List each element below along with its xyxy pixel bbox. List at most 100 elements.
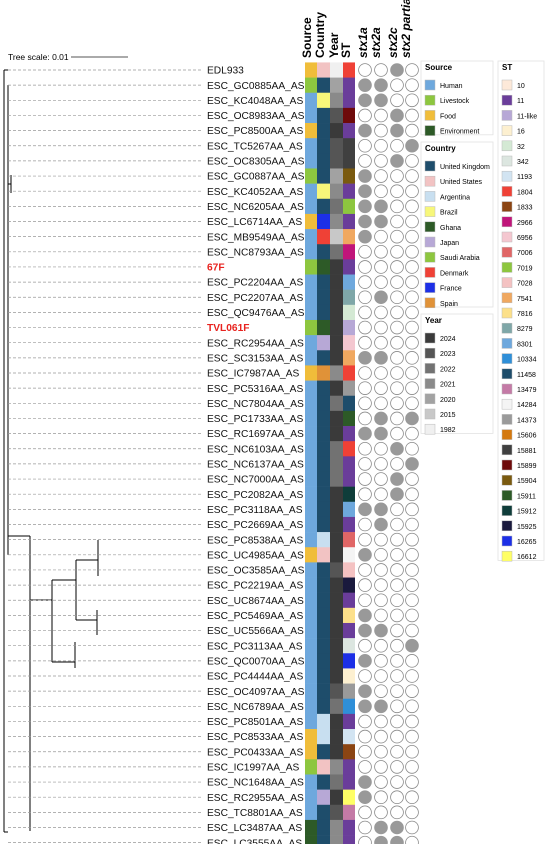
source-cell	[305, 410, 317, 427]
stx2a-presence-circle	[374, 532, 388, 547]
stx1a-presence-circle	[358, 654, 372, 668]
stx2a-presence-circle	[374, 169, 388, 183]
legend-source-swatch	[424, 79, 436, 91]
year-cell	[330, 653, 343, 669]
stx2c-presence-circle	[390, 138, 404, 153]
source-cell	[305, 577, 317, 593]
leaf-label: ESC_QC9476AA_AS	[207, 308, 305, 319]
stx2c-presence-circle	[390, 335, 404, 350]
stx2c-presence-circle	[390, 547, 404, 562]
stx1a-presence-circle	[358, 335, 372, 350]
legend-st-label: 16612	[517, 554, 537, 561]
leaf-label: ESC_PC2207AA_AS	[207, 293, 303, 304]
legend-st-swatch	[501, 459, 513, 471]
legend-st-label: 6956	[517, 235, 533, 242]
legend-source-label: Livestock	[440, 98, 470, 105]
legend-country-label: United Kingdom	[440, 164, 490, 171]
legend-st-swatch	[501, 368, 513, 380]
country-cell	[317, 774, 330, 790]
leaf-label: ESC_OC8983AA_AS	[207, 111, 305, 122]
legend-st-swatch	[501, 398, 513, 410]
year-cell	[330, 804, 343, 821]
leaf-label: ESC_MB9549AA_AS	[207, 232, 305, 243]
stx2a-presence-circle	[374, 654, 388, 668]
year-cell	[330, 835, 343, 844]
leaf-label: ESC_PC3118AA_AS	[207, 505, 303, 516]
source-cell	[305, 123, 317, 139]
stx2a-presence-circle	[374, 502, 388, 517]
stx2c-presence-circle	[390, 744, 404, 759]
stx2-partial-presence-circle	[405, 199, 419, 214]
leaf-label: TVL061F	[207, 323, 249, 334]
stx2c-presence-circle	[390, 593, 404, 608]
country-cell	[317, 804, 330, 821]
stx2-partial-presence-circle	[405, 472, 419, 486]
year-cell	[330, 547, 343, 563]
country-cell	[317, 395, 330, 412]
st-cell	[343, 198, 355, 215]
year-cell	[330, 456, 343, 472]
st-cell	[343, 92, 355, 109]
legend-st-label: 1833	[517, 205, 533, 212]
st-cell	[343, 350, 355, 366]
leaf-label: ESC_QC0070AA_AS	[207, 656, 305, 667]
stx2c-presence-circle	[390, 578, 404, 592]
legend-st-swatch	[501, 110, 513, 121]
source-cell	[305, 744, 317, 760]
source-cell	[305, 471, 317, 487]
stx2-partial-presence-circle	[405, 684, 419, 698]
stx2-partial-presence-circle	[405, 608, 419, 623]
leaf-label: ESC_TC5267AA_AS	[207, 141, 303, 152]
country-cell	[317, 304, 330, 321]
st-cell	[343, 123, 355, 139]
legend-st-swatch	[501, 246, 513, 258]
stx1a-presence-circle	[358, 108, 372, 123]
legend-st-swatch	[501, 125, 513, 136]
stx1a-presence-circle	[358, 63, 372, 77]
country-cell	[317, 365, 330, 381]
stx1a-presence-circle	[358, 805, 372, 820]
stx2a-presence-circle	[374, 714, 388, 729]
stx1a-presence-circle	[358, 563, 372, 577]
stx2c-presence-circle	[390, 714, 404, 729]
leaf-label: ESC_OC8305AA_AS	[207, 157, 305, 168]
stx2c-presence-circle	[390, 669, 404, 683]
legend-country-label: Ghana	[440, 225, 461, 232]
country-cell	[317, 456, 330, 472]
country-cell	[317, 547, 330, 563]
legend-st-swatch	[501, 231, 513, 243]
stx2a-presence-circle	[374, 290, 388, 305]
leaf-label: ESC_NC6789AA_AS	[207, 702, 304, 713]
stx2c-presence-circle	[390, 805, 404, 820]
stx1a-presence-circle	[358, 623, 372, 638]
stx2-partial-presence-circle	[405, 654, 419, 668]
year-cell	[330, 138, 343, 154]
country-cell	[317, 562, 330, 578]
year-cell	[330, 289, 343, 306]
legend-st-swatch	[501, 155, 513, 167]
st-cell	[343, 77, 355, 94]
st-cell	[343, 729, 355, 745]
stx2a-presence-circle	[374, 305, 388, 320]
stx2c-presence-circle	[390, 184, 404, 199]
stx2c-presence-circle	[390, 760, 404, 774]
country-cell	[317, 123, 330, 139]
stx1a-presence-circle	[358, 820, 372, 835]
stx2c-presence-circle	[390, 214, 404, 229]
source-cell	[305, 668, 317, 684]
stx2c-presence-circle	[390, 623, 404, 638]
stx1a-presence-circle	[358, 138, 372, 153]
country-cell	[317, 426, 330, 442]
year-cell	[330, 638, 343, 654]
leaf-label: ESC_RC2955AA_AS	[207, 793, 304, 804]
leaf-label: ESC_PC2219AA_AS	[207, 581, 303, 592]
year-cell	[330, 229, 343, 245]
country-cell	[317, 289, 330, 306]
legend-st-label: 16	[517, 129, 525, 136]
stx2a-presence-circle	[374, 381, 388, 395]
year-cell	[330, 441, 343, 457]
legend-st-label: 11458	[517, 372, 536, 379]
stx2-partial-presence-circle	[405, 245, 419, 259]
legend-st-swatch	[501, 535, 513, 547]
leaf-label: ESC_PC5469AA_AS	[207, 611, 303, 622]
